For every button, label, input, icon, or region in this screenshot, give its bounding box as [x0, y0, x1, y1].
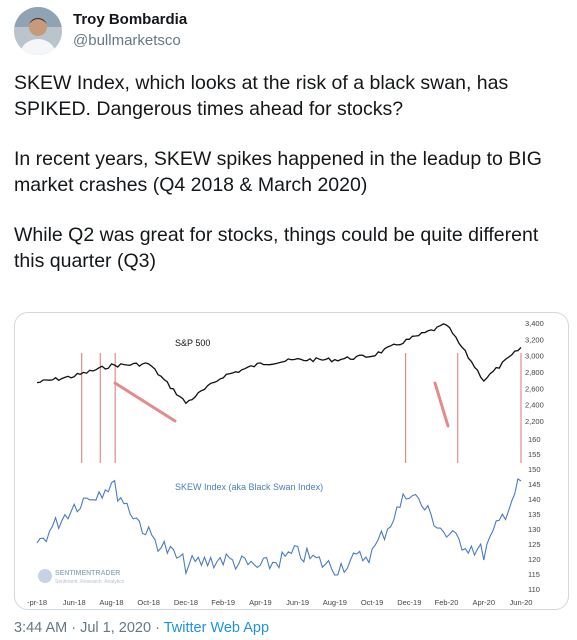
- sp500-tick-label: 2,400: [525, 401, 544, 410]
- sp500-tick-label: 3,000: [525, 352, 544, 361]
- x-tick-label: Oct-19: [361, 598, 384, 607]
- x-tick-label: Apr-19: [249, 598, 272, 607]
- skew-tick-label: 130: [528, 525, 541, 534]
- separator: ·: [155, 620, 160, 636]
- skew-tick-label: 120: [528, 555, 541, 564]
- x-tick-label: Dec-18: [174, 598, 198, 607]
- author-block: Troy Bombardia @bullmarketsco: [73, 10, 187, 51]
- skew-tick-label: 160: [528, 435, 541, 444]
- skew-tick-label: 125: [528, 540, 541, 549]
- x-tick-label: Feb-19: [211, 598, 235, 607]
- author-name[interactable]: Troy Bombardia: [73, 11, 188, 28]
- x-tick-label: Jun-20: [510, 598, 533, 607]
- skew-tick-label: 145: [528, 480, 541, 489]
- x-tick-label: Jun-18: [63, 598, 86, 607]
- watermark-text: SENTIMENTRADER: [55, 570, 120, 577]
- separator: ·: [71, 620, 77, 636]
- tweet-paragraph: While Q2 was great for stocks, things co…: [14, 224, 539, 272]
- tweet-image[interactable]: S&P 500 SKEW Index (aka Black Swan Index)…: [14, 312, 569, 610]
- x-tick-label: Feb-20: [435, 598, 459, 607]
- author-handle[interactable]: @bullmarketsco: [73, 32, 181, 49]
- chart-svg: S&P 500 SKEW Index (aka Black Swan Index)…: [27, 319, 544, 607]
- skew-tick-label: 115: [528, 570, 540, 579]
- sentimentrader-logo: [38, 569, 52, 583]
- avatar[interactable]: [14, 7, 62, 55]
- sp500-tick-label: 2,600: [525, 384, 544, 393]
- skew-tick-label: 135: [528, 510, 541, 519]
- skew-line: [36, 477, 522, 576]
- tweet-paragraph: SKEW Index, which looks at the risk of a…: [14, 72, 509, 120]
- sp500-line: [36, 323, 522, 405]
- sp500-tick-label: 3,200: [525, 335, 544, 344]
- x-tick-label: Dec-19: [397, 598, 421, 607]
- x-tick-label: Oct-18: [137, 598, 160, 607]
- tweet-text: SKEW Index, which looks at the risk of a…: [14, 70, 564, 298]
- x-tick-label: Jun-19: [286, 598, 309, 607]
- highlight-arrow: [113, 381, 177, 423]
- x-tick-label: -pr-18: [27, 598, 47, 607]
- skew-tick-label: 155: [528, 450, 541, 459]
- skew-tick-label: 110: [528, 585, 540, 594]
- highlight-arrow: [433, 381, 450, 428]
- sp500-tick-label: 2,200: [525, 417, 544, 426]
- sp500-tick-label: 2,800: [525, 368, 544, 377]
- tweet-paragraph: In recent years, SKEW spikes happened in…: [14, 148, 542, 196]
- sp500-title: S&P 500: [175, 338, 210, 348]
- tweet-source-link[interactable]: Twitter Web App: [163, 620, 270, 636]
- tweet-date[interactable]: Jul 1, 2020: [80, 620, 152, 636]
- x-tick-label: Aug-19: [323, 598, 347, 607]
- x-tick-label: Aug-18: [99, 598, 123, 607]
- tweet-footer: 3:44 AM · Jul 1, 2020 · Twitter Web App: [14, 620, 269, 636]
- sp500-tick-label: 3,400: [525, 319, 544, 328]
- profile-photo: [14, 7, 62, 55]
- tweet-time[interactable]: 3:44 AM: [14, 620, 68, 636]
- skew-tick-label: 140: [528, 495, 541, 504]
- watermark-subtext: Sentiment. Research. Analytics: [55, 579, 125, 585]
- skew-title: SKEW Index (aka Black Swan Index): [175, 482, 323, 492]
- x-tick-label: Apr-20: [473, 598, 496, 607]
- skew-tick-label: 150: [528, 465, 541, 474]
